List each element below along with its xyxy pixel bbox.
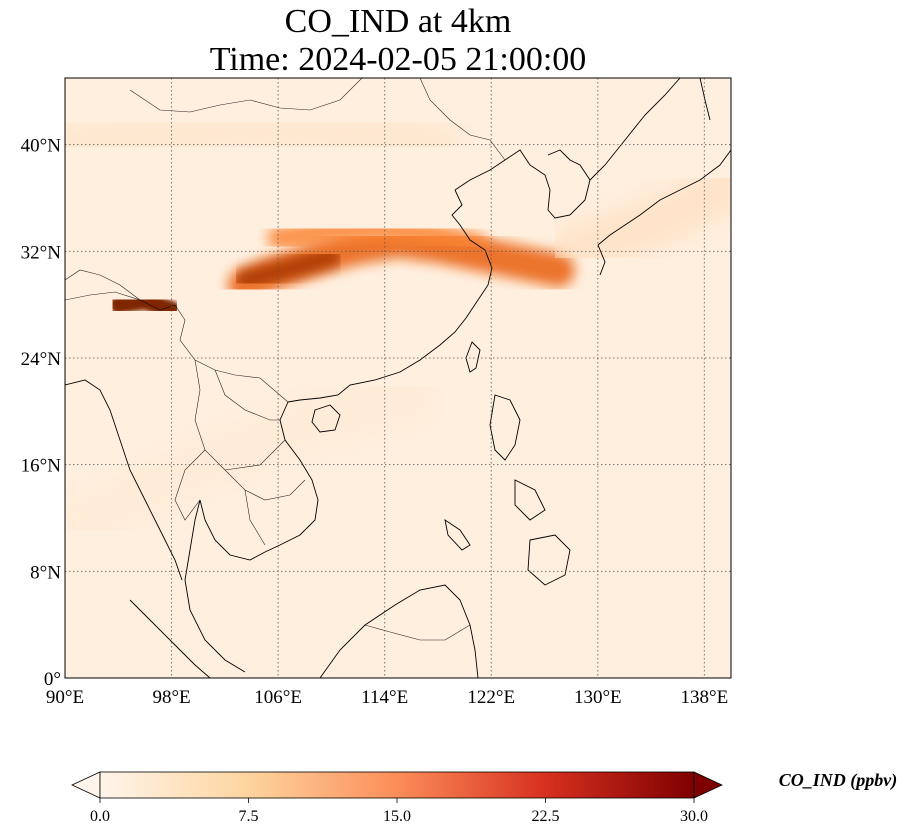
map-frame xyxy=(64,77,732,679)
longitude-tick-label: 106°E xyxy=(254,687,302,708)
gridlines xyxy=(65,78,731,678)
longitude-tick-label: 114°E xyxy=(361,687,408,708)
colorbar-ticks: 0.0 7.5 15.0 22.5 30.0 xyxy=(90,798,708,825)
country-borders xyxy=(65,78,506,641)
colorbar-tick-label: 30.0 xyxy=(680,808,708,825)
colorbar-extend-max xyxy=(693,771,723,799)
plume-sichuan-core xyxy=(234,246,342,291)
map-title: CO_IND at 4km xyxy=(284,3,512,40)
map-subtitle-time: Time: 2024-02-05 21:00:00 xyxy=(209,41,587,78)
colorbar-tick-label: 22.5 xyxy=(532,808,560,825)
colorbar: 0.0 7.5 15.0 22.5 30.0 CO_IND (ppbv) xyxy=(71,770,898,825)
colorbar-tick-label: 7.5 xyxy=(239,808,259,825)
colorbar-gradient xyxy=(99,771,695,799)
plume-northern-haze xyxy=(65,99,463,170)
latitude-tick-label: 0° xyxy=(44,669,61,690)
colorbar-extend-min xyxy=(71,771,101,799)
longitude-tick-label: 122°E xyxy=(467,687,515,708)
latitude-ticks: 0° 8°N 16°N 24°N 32°N 40°N xyxy=(21,136,62,690)
colorbar-tick-label: 0.0 xyxy=(90,808,110,825)
latitude-tick-label: 8°N xyxy=(30,562,61,583)
longitude-ticks: 90°E 98°E 106°E 114°E 122°E 130°E 138°E xyxy=(46,687,728,708)
latitude-tick-label: 40°N xyxy=(21,136,62,157)
latitude-tick-label: 24°N xyxy=(21,349,62,370)
colorbar-tick-label: 15.0 xyxy=(383,808,411,825)
longitude-tick-label: 138°E xyxy=(681,687,729,708)
longitude-tick-label: 98°E xyxy=(152,687,190,708)
coastlines xyxy=(65,78,731,678)
latitude-tick-label: 16°N xyxy=(21,456,62,477)
plume-southern-streak xyxy=(66,373,437,543)
longitude-tick-label: 130°E xyxy=(574,687,622,708)
latitude-tick-label: 32°N xyxy=(21,242,62,263)
colorbar-label: CO_IND (ppbv) xyxy=(779,770,898,791)
plume-tibet-hotspot xyxy=(109,291,181,319)
longitude-tick-label: 90°E xyxy=(46,687,84,708)
